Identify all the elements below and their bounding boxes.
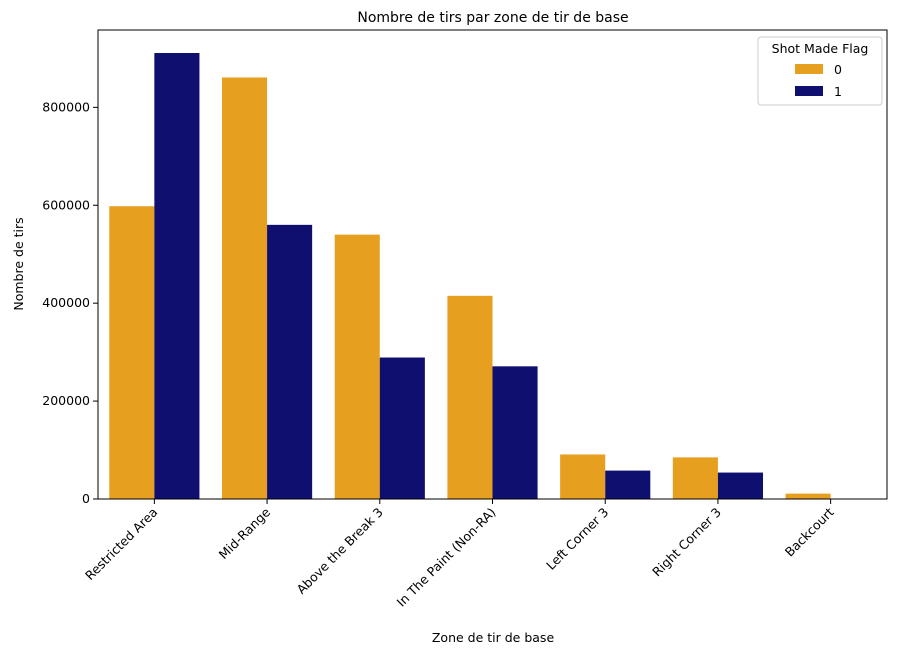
legend-swatch-1 <box>795 86 823 96</box>
x-tick-label: Restricted Area <box>82 505 160 583</box>
plot-frame <box>97 29 888 500</box>
bar-series-0-6 <box>785 493 831 499</box>
bar-series-1-5 <box>717 472 764 499</box>
bar-series-1-0 <box>154 53 200 499</box>
y-axis-label: Nombre de tirs <box>11 217 26 310</box>
y-tick-label: 200000 <box>42 393 90 408</box>
y-tick-label: 800000 <box>42 99 90 114</box>
x-tick-label: Right Corner 3 <box>649 505 724 580</box>
y-tick-label: 600000 <box>42 197 90 212</box>
bar-series-0-3 <box>447 295 493 499</box>
x-axis-label: Zone de tir de base <box>432 630 555 645</box>
y-tick-label: 0 <box>82 491 90 506</box>
x-tick-label: Mid-Range <box>216 504 274 562</box>
y-tick-label: 400000 <box>42 295 90 310</box>
x-tick-label: Left Corner 3 <box>543 505 611 573</box>
legend: Shot Made Flag 0 1 <box>757 36 883 106</box>
bar-series-0-0 <box>109 206 155 499</box>
bar-series-1-4 <box>605 470 651 499</box>
bar-series-0-4 <box>560 454 606 499</box>
legend-label-0: 0 <box>834 62 842 77</box>
bar-series-1-1 <box>267 224 313 499</box>
bar-series-1-3 <box>492 366 538 499</box>
x-tick-label: Backcourt <box>782 504 837 559</box>
legend-label-1: 1 <box>834 84 842 99</box>
bar-series-0-2 <box>334 234 380 499</box>
y-axis: 0 200000 400000 600000 800000 <box>42 99 98 506</box>
bar-series-0-5 <box>672 457 718 499</box>
bars-group <box>109 53 876 499</box>
bar-series-0-1 <box>221 77 268 499</box>
x-tick-label: Above the Break 3 <box>294 505 386 597</box>
chart-title: Nombre de tirs par zone de tir de base <box>357 10 628 26</box>
legend-title: Shot Made Flag <box>772 41 869 56</box>
x-axis: Restricted Area Mid-Range Above the Break … <box>82 499 837 610</box>
bar-series-1-2 <box>379 357 425 499</box>
x-tick-label: In The Paint (Non-RA) <box>394 505 499 610</box>
legend-swatch-0 <box>795 64 823 74</box>
